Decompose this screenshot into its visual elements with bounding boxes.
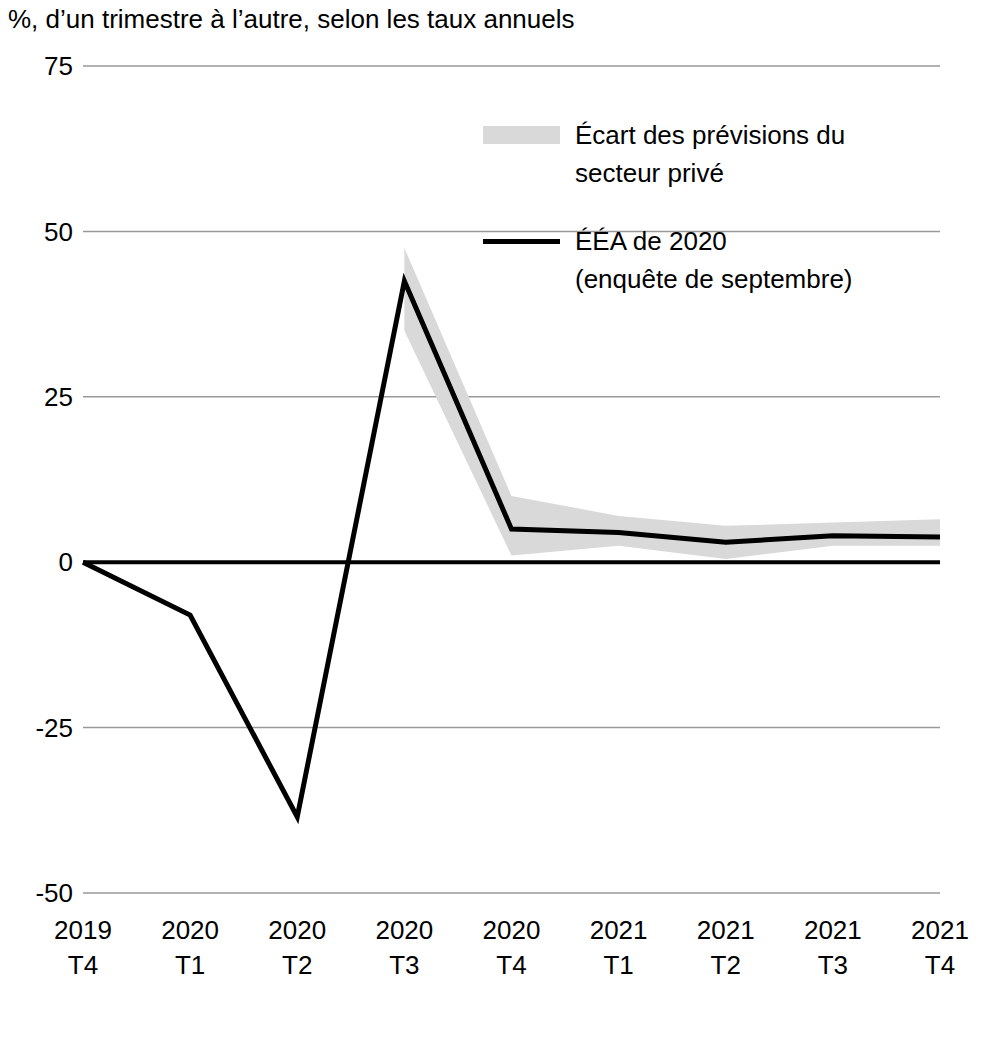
svg-text:2020T3: 2020T3	[375, 915, 433, 980]
html-text:%, d’un trimestre à l’autre, s: %, d’un trimestre à l’autre, selon les t…	[8, 4, 575, 34]
html-text:Écart des prévisions du secteu: Écart des prévisions du secteur privé	[575, 120, 846, 188]
svg-text:2019T4: 2019T4	[54, 915, 112, 980]
svg-text:25: 25	[44, 382, 73, 412]
svg-text:2021T3: 2021T3	[804, 915, 862, 980]
svg-text:2020T1: 2020T1	[161, 915, 219, 980]
svg-text:0: 0	[59, 547, 73, 577]
svg-text:2020T2: 2020T2	[268, 915, 326, 980]
svg-text:50: 50	[44, 217, 73, 247]
svg-text:75: 75	[44, 51, 73, 81]
svg-text:2021T2: 2021T2	[697, 915, 755, 980]
svg-text:2020T4: 2020T4	[483, 915, 541, 980]
svg-text:2021T1: 2021T1	[590, 915, 648, 980]
svg-text:-50: -50	[35, 878, 73, 908]
svg-text:2021T4: 2021T4	[911, 915, 969, 980]
svg-text:-25: -25	[35, 713, 73, 743]
html-text:ÉÉA de 2020 (enquête de septem: ÉÉA de 2020 (enquête de septembre)	[575, 226, 853, 294]
